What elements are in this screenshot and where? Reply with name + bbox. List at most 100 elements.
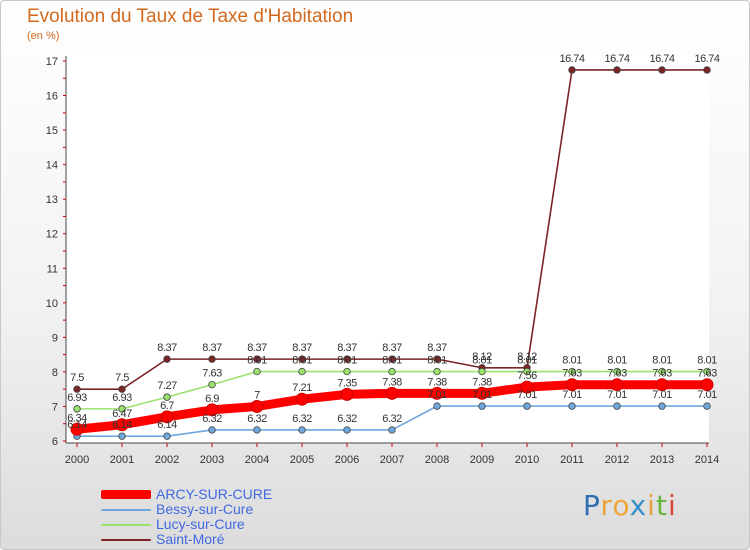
y-tick-label: 9 — [52, 332, 58, 344]
data-point — [478, 367, 486, 376]
logo-letter: i — [667, 489, 677, 522]
data-point — [253, 426, 261, 434]
x-tick-label: 2003 — [200, 454, 224, 466]
data-point — [208, 426, 216, 434]
data-point — [478, 402, 486, 410]
data-label: 6.14 — [157, 419, 177, 431]
data-point — [613, 66, 621, 74]
data-point — [613, 367, 621, 376]
x-tick-label: 2011 — [560, 454, 584, 466]
data-label: 8.12 — [472, 351, 492, 363]
data-label: 6.32 — [337, 413, 357, 425]
data-label: 6.32 — [382, 413, 402, 425]
data-point — [118, 405, 126, 413]
legend-item: Bessy-sur-Cure — [101, 502, 272, 517]
data-label: 7.01 — [562, 389, 582, 401]
data-label: 8.37 — [382, 342, 402, 354]
legend-item: Lucy-sur-Cure — [101, 517, 272, 532]
data-label: 16.74 — [649, 53, 674, 65]
data-point — [208, 380, 216, 389]
data-point — [658, 367, 666, 376]
data-label: 16.74 — [694, 53, 719, 65]
y-tick-label: 15 — [46, 125, 58, 137]
data-point — [298, 426, 306, 434]
data-label: 8.01 — [292, 355, 312, 367]
data-point — [388, 355, 396, 363]
logo-letter: r — [600, 489, 613, 522]
data-point — [568, 402, 576, 410]
data-point — [385, 386, 399, 400]
x-tick-label: 2012 — [605, 454, 629, 466]
x-tick-label: 2010 — [515, 454, 539, 466]
data-point — [253, 355, 261, 363]
data-label: 7.63 — [652, 368, 672, 380]
data-label: 7.63 — [202, 368, 222, 380]
data-label: 8.37 — [157, 342, 177, 354]
data-point — [205, 403, 219, 417]
legend-item: ARCY-SUR-CURE — [101, 487, 272, 502]
data-point — [160, 410, 174, 424]
legend-item: Saint-Moré — [101, 532, 272, 547]
data-label: 8.01 — [562, 355, 582, 367]
data-label: 8.37 — [247, 342, 267, 354]
data-point — [655, 378, 669, 392]
data-label: 6.7 — [160, 400, 174, 412]
data-label: 6.93 — [112, 392, 132, 404]
y-tick-label: 10 — [46, 298, 58, 310]
data-label: 6.32 — [202, 413, 222, 425]
data-label: 7.35 — [337, 377, 357, 389]
data-label: 7.01 — [472, 389, 492, 401]
data-label: 8.37 — [292, 342, 312, 354]
chart-subtitle: (en %) — [27, 30, 60, 42]
data-point — [163, 393, 171, 401]
plot-area — [66, 56, 709, 443]
legend-swatch — [101, 490, 151, 499]
data-point — [433, 367, 441, 376]
data-point — [253, 367, 261, 376]
logo-letter: o — [612, 489, 630, 522]
data-point — [523, 402, 531, 410]
data-label: 8.01 — [517, 355, 537, 367]
data-label: 8.01 — [472, 355, 492, 367]
x-tick-label: 2009 — [470, 454, 494, 466]
x-tick-label: 2005 — [290, 454, 314, 466]
x-tick-label: 2013 — [650, 454, 674, 466]
data-label: 6.47 — [112, 408, 132, 420]
data-point — [565, 378, 579, 392]
data-point — [73, 385, 81, 393]
data-label: 7.01 — [697, 389, 717, 401]
data-label: 8.01 — [697, 355, 717, 367]
data-label: 7.56 — [517, 370, 537, 382]
x-tick-label: 2006 — [335, 454, 359, 466]
data-label: 6.32 — [292, 413, 312, 425]
x-tick-label: 2007 — [380, 454, 404, 466]
data-point — [658, 402, 666, 410]
y-tick-label: 12 — [46, 229, 58, 241]
data-point — [433, 402, 441, 410]
data-label: 8.37 — [427, 342, 447, 354]
legend-label: Saint-Moré — [156, 531, 225, 547]
data-label: 6.14 — [67, 419, 87, 431]
data-point — [295, 392, 309, 406]
y-tick-label: 16 — [46, 91, 58, 103]
x-tick-label: 2014 — [695, 454, 719, 466]
data-label: 7.01 — [517, 389, 537, 401]
proxiti-logo: Proxiti — [583, 489, 677, 522]
data-point — [298, 355, 306, 363]
data-point — [520, 380, 534, 394]
data-label: 7.21 — [292, 382, 312, 394]
y-tick-label: 17 — [46, 56, 58, 68]
data-point — [523, 367, 531, 376]
data-label: 7.5 — [70, 372, 84, 384]
data-point — [568, 66, 576, 74]
data-point — [118, 432, 126, 440]
data-label: 16.74 — [604, 53, 629, 65]
data-label: 7.5 — [115, 372, 129, 384]
data-label: 7.38 — [382, 376, 402, 388]
data-point — [703, 402, 711, 410]
y-tick-label: 14 — [46, 160, 58, 172]
data-label: 8.01 — [382, 355, 402, 367]
data-point — [208, 355, 216, 363]
